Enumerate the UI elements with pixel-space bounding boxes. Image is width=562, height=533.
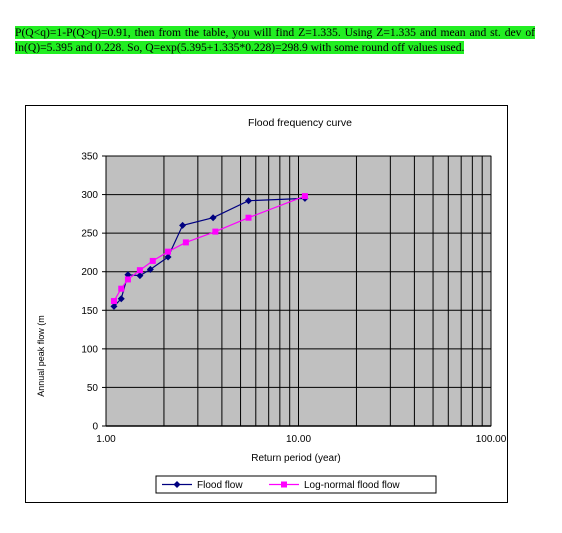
legend-label-2: Log-normal flood flow bbox=[304, 480, 400, 491]
y-tick-labels: 0 50 100 150 200 250 300 350 bbox=[81, 152, 98, 433]
legend: Flood flow Log-normal flood flow bbox=[155, 475, 437, 494]
lognormal-flow-point bbox=[245, 214, 252, 221]
lognormal-flow-point bbox=[149, 257, 156, 264]
lognormal-flow-point bbox=[182, 239, 189, 246]
flood-flow-point bbox=[209, 214, 217, 222]
y-tick-label: 0 bbox=[92, 422, 98, 433]
x-tick-label: 10.00 bbox=[286, 434, 311, 445]
explanation-paragraph: P(Q<q)=1-P(Q>q)=0.91, then from the tabl… bbox=[15, 26, 535, 55]
lognormal-flow-point bbox=[124, 276, 131, 283]
grid-lines bbox=[105, 155, 492, 427]
explanation-text: P(Q<q)=1-P(Q>q)=0.91, then from the tabl… bbox=[15, 26, 535, 54]
axes bbox=[102, 155, 491, 427]
y-tick-label: 300 bbox=[81, 190, 98, 201]
y-tick-label: 200 bbox=[81, 267, 98, 278]
y-tick-label: 250 bbox=[81, 229, 98, 240]
y-tick-label: 150 bbox=[81, 306, 98, 317]
series-line-2 bbox=[113, 195, 306, 302]
x-tick-label: 1.00 bbox=[96, 434, 116, 445]
flood-flow-point bbox=[146, 265, 154, 273]
chart-svg: Flood frequency curve 0 50 100 150 200 250 300… bbox=[36, 117, 507, 494]
lognormal-flow-point bbox=[212, 228, 219, 235]
series-line-1 bbox=[113, 197, 305, 307]
flood-frequency-chart: Flood frequency curve 0 50 100 150 200 250 300… bbox=[25, 105, 508, 503]
flood-flow-point bbox=[136, 272, 144, 280]
flood-flow-point bbox=[110, 302, 118, 310]
lognormal-flow-point bbox=[118, 285, 125, 292]
flood-flow-point bbox=[117, 295, 125, 303]
lognormal-flow-point bbox=[110, 298, 117, 305]
flood-flow-point bbox=[164, 253, 172, 261]
lognormal-flow-point bbox=[136, 267, 143, 274]
y-tick-label: 50 bbox=[87, 383, 99, 394]
y-axis-label: Annual peak flow (m bbox=[36, 315, 46, 397]
x-axis-label: Return period (year) bbox=[251, 453, 340, 464]
chart-title: Flood frequency curve bbox=[248, 117, 352, 129]
lognormal-flow-point bbox=[165, 248, 172, 255]
legend-marker-2 bbox=[281, 481, 287, 488]
x-tick-label: 100.00 bbox=[476, 434, 507, 445]
legend-marker-1 bbox=[173, 481, 181, 488]
legend-label-1: Flood flow bbox=[197, 480, 243, 491]
x-tick-labels: 1.00 10.00 100.00 bbox=[96, 434, 506, 445]
y-tick-label: 100 bbox=[81, 344, 98, 355]
series-layer bbox=[110, 193, 309, 310]
lognormal-flow-point bbox=[301, 193, 308, 200]
flood-flow-point bbox=[245, 197, 253, 205]
y-tick-label: 350 bbox=[81, 152, 98, 163]
flood-flow-point bbox=[179, 221, 187, 229]
